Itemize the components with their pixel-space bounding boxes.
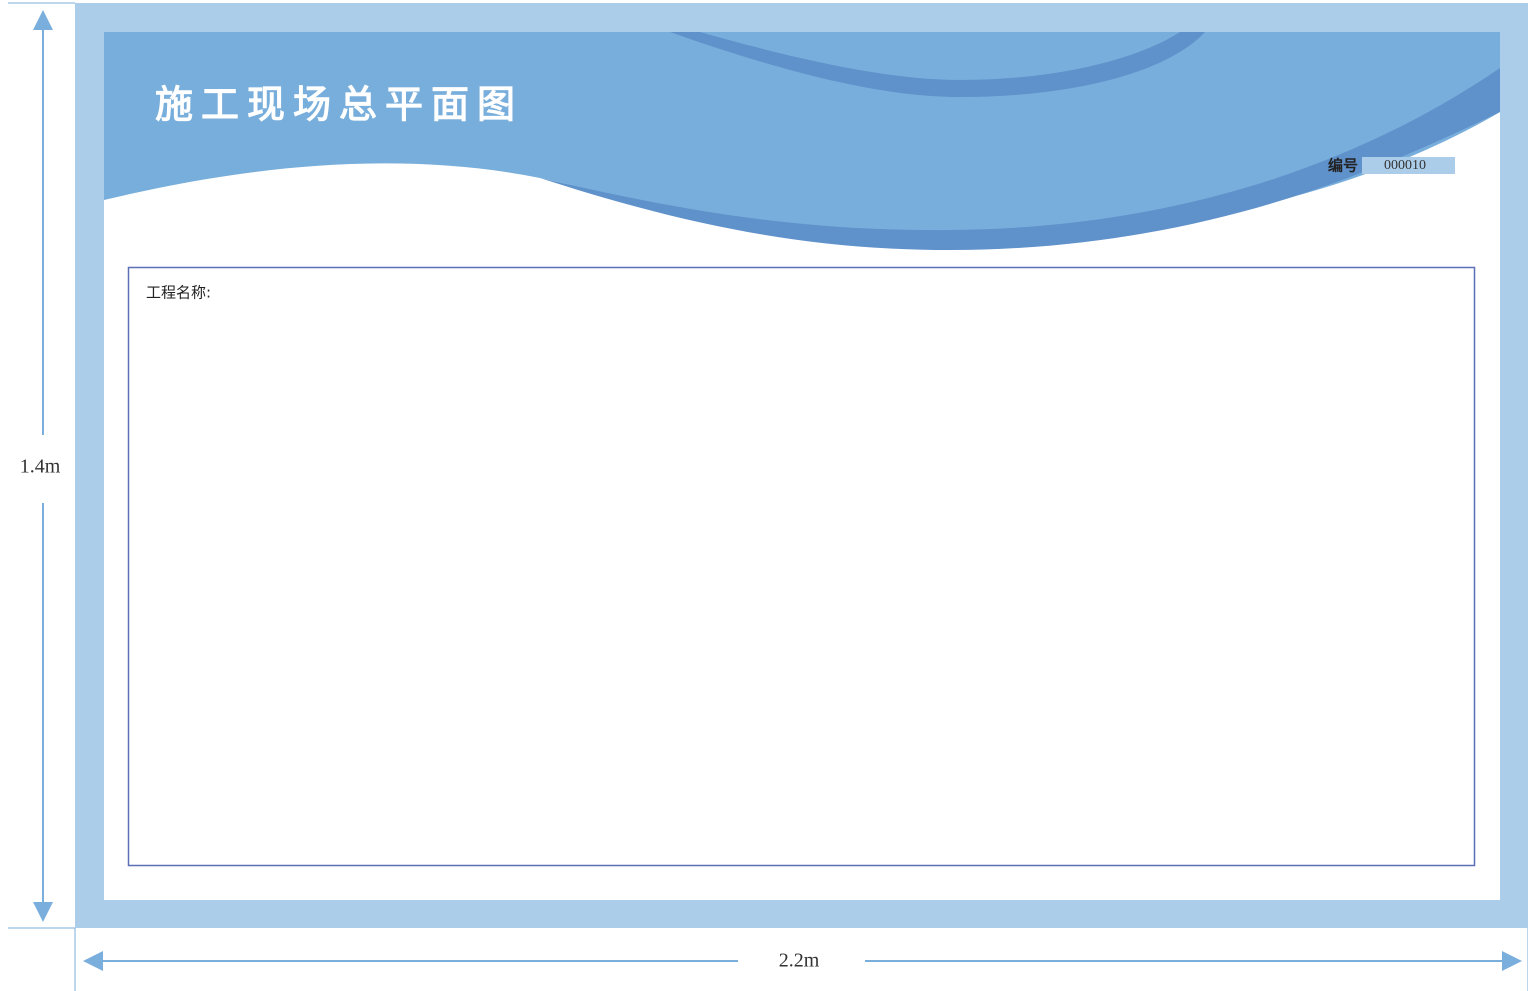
board-drawing: 施工现场总平面图 编号 000010 工程名称: 1.4m 2.2m: [0, 0, 1528, 991]
height-label: 1.4m: [20, 456, 61, 478]
number-label: 编号: [1328, 157, 1358, 175]
number: 000010: [1384, 158, 1426, 173]
width-label: 2.2m: [779, 950, 820, 972]
page: {"board": {"title": "施工现场总平面图", "number_…: [0, 0, 1528, 991]
board-title: 施工现场总平面图: [155, 83, 523, 127]
project-name-label: 工程名称:: [146, 284, 211, 302]
